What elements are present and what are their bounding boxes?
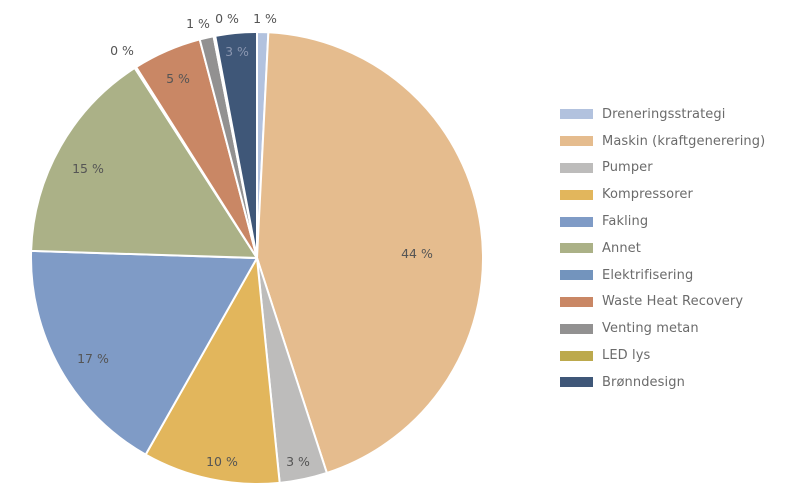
legend-swatch-icon	[560, 323, 593, 334]
legend-swatch-icon	[560, 216, 593, 227]
legend-swatch-icon	[560, 350, 593, 361]
slice-value-label: 10 %	[206, 454, 238, 469]
legend-label: Kompressorer	[602, 187, 693, 203]
legend-label: Elektrifisering	[602, 267, 694, 283]
pie-slice-brønndesign	[214, 31, 258, 259]
legend-label: Waste Heat Recovery	[602, 294, 744, 310]
legend-label: Brønndesign	[602, 374, 685, 390]
legend-swatch-icon	[560, 162, 593, 173]
legend: Dreneringsstrategi Maskin (kraftgenereri…	[560, 101, 765, 396]
legend-label: Maskin (kraftgenerering)	[602, 133, 766, 149]
legend-swatch-icon	[560, 296, 593, 307]
pie-labels: 1 % 44 % 3 % 10 % 17 % 15 % 0 % 5 % 1 % 0 % 3 %	[72, 11, 433, 469]
legend-swatch-icon	[560, 189, 593, 200]
legend-item-fakling: Fakling	[560, 208, 765, 235]
legend-label: LED lys	[602, 348, 651, 364]
slice-value-label: 44 %	[401, 246, 433, 261]
legend-swatch-icon	[560, 109, 593, 120]
legend-item-venting-metan: Venting metan	[560, 315, 765, 342]
legend-item-annet: Annet	[560, 235, 765, 262]
legend-item-waste-heat-recovery: Waste Heat Recovery	[560, 289, 765, 316]
legend-label: Annet	[602, 240, 641, 256]
pie-slice-maskin-kraftgenerering-	[256, 31, 484, 474]
legend-item-pumper: Pumper	[560, 155, 765, 182]
legend-item-bronndesign: Brønndesign	[560, 369, 765, 396]
legend-label: Pumper	[602, 160, 653, 176]
legend-item-dreneringsstrategi: Dreneringsstrategi	[560, 101, 765, 128]
legend-item-maskin: Maskin (kraftgenerering)	[560, 128, 765, 155]
pie-slice-kompressorer	[144, 257, 281, 486]
slice-value-label: 5 %	[166, 71, 190, 86]
pie-slices	[30, 31, 484, 486]
slice-value-label: 3 %	[286, 454, 310, 469]
legend-item-elektrifisering: Elektrifisering	[560, 262, 765, 289]
legend-swatch-icon	[560, 136, 593, 147]
legend-swatch-icon	[560, 270, 593, 281]
slice-value-label: 3 %	[225, 44, 249, 59]
legend-swatch-icon	[560, 243, 593, 254]
legend-item-kompressorer: Kompressorer	[560, 181, 765, 208]
slice-value-label: 17 %	[77, 351, 109, 366]
slice-value-label: 15 %	[72, 161, 104, 176]
slice-value-label: 1 %	[186, 16, 210, 31]
pie-slice-annet	[30, 66, 258, 259]
legend-label: Fakling	[602, 214, 649, 230]
legend-label: Venting metan	[602, 321, 699, 337]
slice-value-label: 0 %	[110, 43, 134, 58]
slice-value-label: 0 %	[215, 11, 239, 26]
pie-slice-fakling	[30, 249, 258, 456]
legend-swatch-icon	[560, 377, 593, 388]
slice-value-label: 1 %	[253, 11, 277, 26]
legend-item-led-lys: LED lys	[560, 342, 765, 369]
legend-label: Dreneringsstrategi	[602, 106, 726, 122]
